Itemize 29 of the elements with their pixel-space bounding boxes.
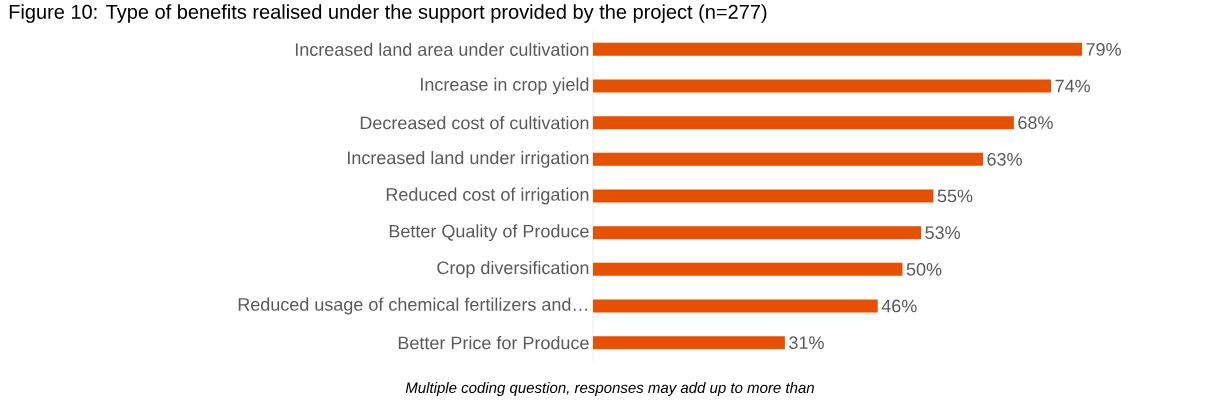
bar — [593, 189, 934, 203]
y-tick-label: Reduced usage of chemical fertilizers and… — [238, 297, 587, 315]
data-label: 79% — [1086, 42, 1121, 56]
y-tick-label: Increased land area under cultivation — [295, 42, 589, 56]
data-label: 46% — [881, 299, 917, 313]
bar — [593, 42, 1083, 56]
data-label: 50% — [906, 262, 942, 276]
y-tick-label: Better Price for Produce — [398, 336, 589, 350]
y-tick-label: Increased land under irrigation — [347, 150, 589, 168]
bar — [593, 116, 1014, 130]
data-label: 31% — [789, 336, 824, 350]
data-label: 63% — [987, 152, 1022, 166]
y-tick-label: Decreased cost of cultivation — [360, 116, 589, 130]
data-label: 74% — [1055, 79, 1090, 93]
bar — [593, 262, 903, 276]
bar — [593, 79, 1052, 93]
y-tick-label: Reduced cost of irrigation — [386, 187, 589, 205]
y-tick-label: Better Quality of Produce — [389, 224, 589, 242]
bar — [593, 152, 983, 166]
text: Multiple coding question, responses may add up to more than — [405, 382, 814, 396]
bar — [593, 299, 878, 313]
y-tick-label: Crop diversification — [437, 260, 589, 278]
data-label: 68% — [1018, 116, 1053, 130]
bar — [593, 226, 922, 240]
bar — [593, 336, 785, 350]
text: Figure 10: Type of benefits realised under the support provided by the project (n=277) — [9, 4, 767, 23]
data-label: 53% — [925, 226, 960, 240]
y-tick-label: Increase in crop yield — [421, 77, 589, 95]
data-label: 55% — [937, 189, 973, 203]
